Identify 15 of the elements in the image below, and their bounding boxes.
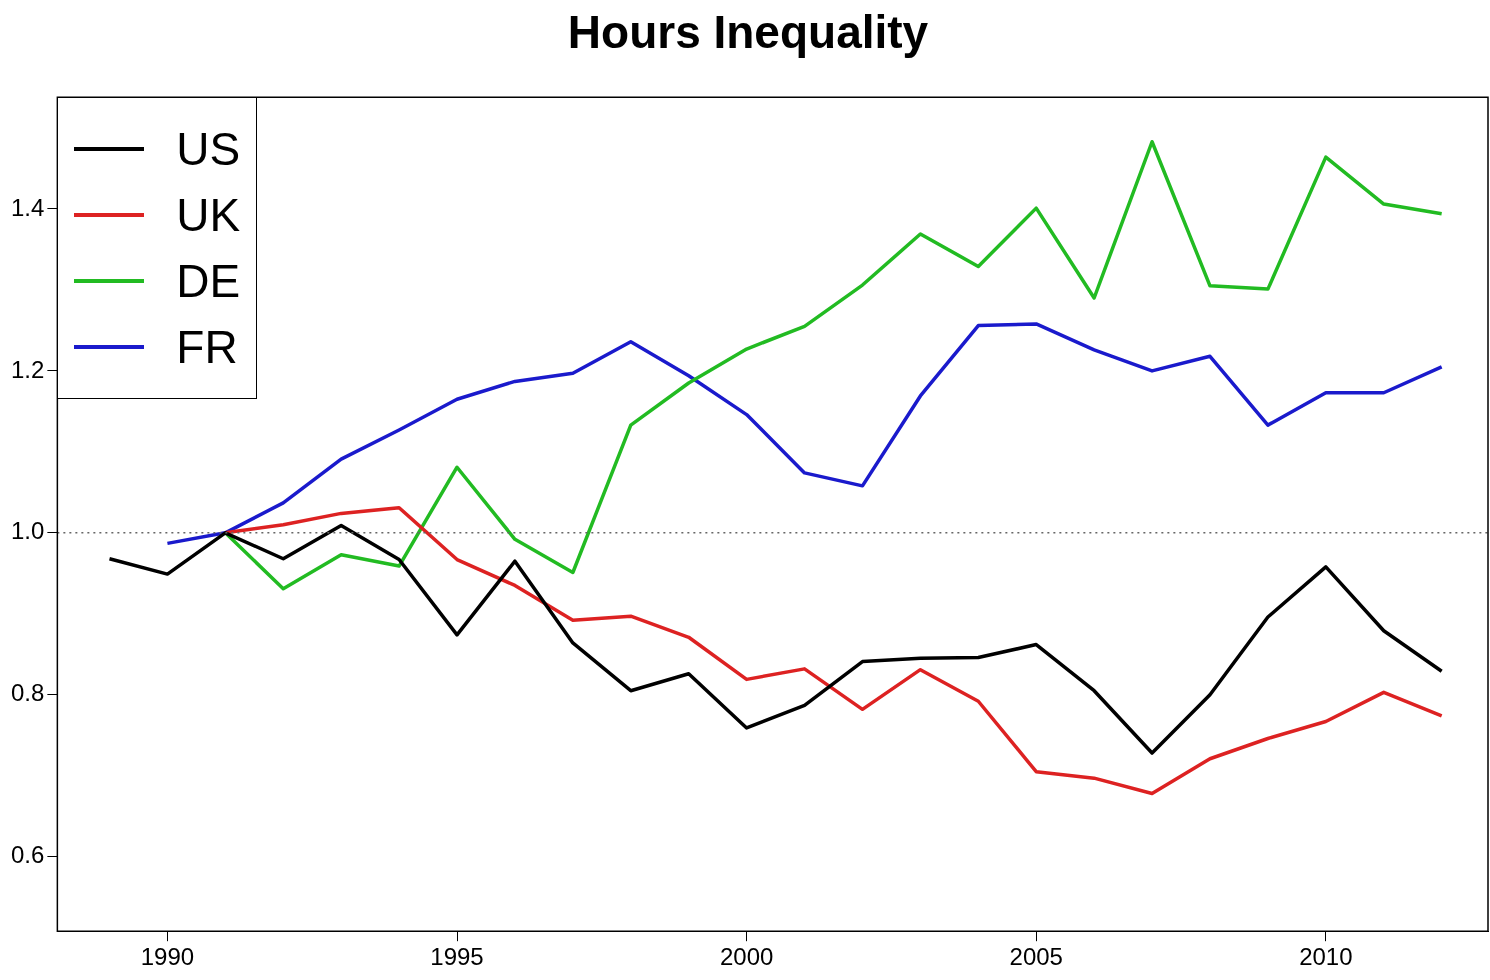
legend-label: US [176,122,241,177]
x-tick-label: 2000 [719,943,774,971]
y-tick-label: 0.8 [10,679,45,707]
y-tick-label: 1.4 [10,193,45,221]
y-tick-label: 1.0 [10,517,45,545]
x-tick-label: 1990 [140,943,195,971]
x-tick-label: 2005 [1009,943,1063,971]
chart-title: Hours Inequality [567,6,929,59]
y-tick-label: 1.2 [10,355,45,383]
legend-label: UK [176,188,241,243]
legend-label: DE [176,254,241,309]
y-tick-label: 0.6 [10,841,45,869]
x-tick-label: 2010 [1299,943,1353,971]
legend-label: FR [176,320,238,375]
x-tick-label: 1995 [430,943,484,971]
